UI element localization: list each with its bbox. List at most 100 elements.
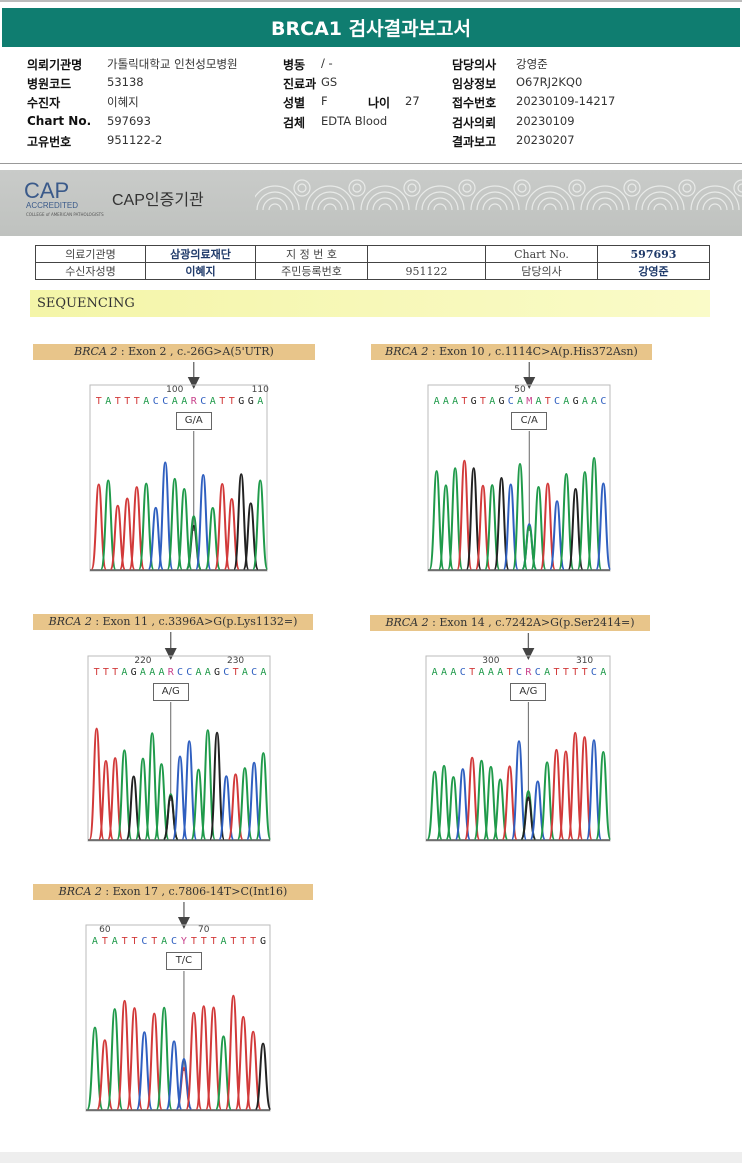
gene-name: BRCA 2: [385, 616, 429, 629]
base-call: A: [195, 667, 202, 678]
base-call: C: [223, 667, 230, 678]
peak-A: [176, 488, 193, 570]
variant-label: BRCA 2 : Exon 17 , c.7806-14T>C(Int16): [33, 884, 313, 900]
base-call: C: [186, 667, 193, 678]
peak-G: [209, 731, 225, 840]
base-call: T: [544, 396, 551, 407]
info-label: 임상정보: [452, 77, 497, 91]
peak-T: [539, 482, 556, 570]
base-call: G: [470, 396, 477, 407]
chromatogram-frame: [89, 384, 268, 572]
base-call: A: [149, 667, 156, 678]
base-call: T: [461, 396, 468, 407]
peak-G: [254, 1042, 272, 1110]
info-value: EDTA Blood: [321, 114, 388, 128]
cell: 597693: [597, 245, 710, 263]
peak-T: [548, 748, 565, 840]
position-tick: 50: [514, 385, 526, 395]
info-value: / -: [321, 56, 333, 70]
info-value: O67RJ2KQ0: [516, 75, 583, 89]
base-call: A: [431, 667, 438, 678]
base-call: R: [167, 667, 174, 678]
base-call: A: [161, 936, 168, 947]
peak-T: [224, 994, 242, 1110]
base-call: T: [553, 667, 560, 678]
peak-A: [100, 479, 117, 570]
peak-A: [144, 732, 161, 840]
peak-G: [233, 473, 250, 570]
base-call: T: [121, 936, 128, 947]
peak-C: [585, 739, 602, 840]
base-call: T: [228, 396, 235, 407]
base-call: A: [450, 667, 457, 678]
position-tick: 100: [166, 385, 184, 395]
base-call: T: [469, 667, 476, 678]
peak-C: [181, 740, 198, 840]
bottom-bar: [0, 1152, 742, 1163]
base-call: G: [572, 396, 579, 407]
cell: 주민등록번호: [255, 262, 368, 280]
cell: 삼광의료재단: [145, 245, 256, 263]
info-label: 검사의뢰: [452, 116, 497, 130]
base-call: A: [591, 396, 598, 407]
base-call: A: [181, 396, 188, 407]
base-call: G: [260, 936, 267, 947]
variant-call-box: A/G: [152, 683, 189, 701]
base-call: T: [240, 936, 247, 947]
peak-A: [512, 462, 528, 570]
divider: [0, 163, 742, 164]
arrow-head-icon: [177, 917, 190, 929]
position-tick: 70: [197, 925, 210, 935]
base-call: G: [214, 667, 221, 678]
base-call: A: [105, 396, 112, 407]
base-call: A: [516, 396, 524, 407]
info-label: Chart No.: [27, 114, 92, 128]
base-call: A: [91, 936, 98, 947]
info-label: 수진자: [27, 96, 61, 110]
base-call: A: [600, 667, 607, 678]
base-call: T: [102, 667, 109, 678]
base-call: A: [209, 396, 216, 407]
base-call: T: [210, 936, 217, 947]
peak-A: [473, 759, 490, 840]
base-call: T: [572, 667, 579, 678]
base-call: G: [130, 667, 137, 678]
base-call: A: [489, 396, 496, 407]
peak-G: [465, 467, 482, 570]
base-call: C: [141, 936, 148, 947]
base-call: T: [124, 396, 131, 407]
base-call: A: [220, 936, 227, 947]
peak-A: [436, 764, 453, 840]
info-label: 접수번호: [452, 96, 497, 110]
chromatogram: [89, 362, 269, 572]
base-call: A: [478, 667, 485, 678]
peak-G: [493, 476, 510, 570]
base-call: A: [121, 667, 128, 678]
info-value: 이혜지: [107, 95, 139, 109]
peak-T: [456, 459, 473, 570]
peak-A: [138, 482, 155, 570]
base-call: A: [171, 396, 178, 407]
cell: 의료기관명: [35, 245, 146, 263]
base-call: C: [176, 667, 184, 678]
info-value: 20230109-14217: [516, 94, 616, 108]
peak-A: [153, 763, 170, 840]
info-value: 20230207: [516, 133, 575, 147]
peak-A: [166, 477, 183, 570]
base-call: C: [459, 667, 466, 678]
base-call: T: [232, 667, 239, 678]
base-call: C: [200, 396, 207, 407]
base-call: C: [554, 396, 561, 407]
info-value: 강영준: [516, 57, 548, 71]
info-label: 병동: [283, 58, 306, 72]
peak-T: [576, 736, 593, 840]
base-call: A: [139, 667, 146, 678]
base-call: A: [433, 396, 440, 407]
arrow-head-icon: [522, 648, 535, 660]
variant-call-box: C/A: [511, 412, 548, 430]
variant-description: : Exon 10 , c.1114C>A(p.His372Asn): [431, 345, 638, 358]
info-value: 951122-2: [107, 133, 163, 147]
peak-T: [214, 483, 231, 570]
base-call: T: [479, 396, 486, 407]
base-call: C: [251, 667, 258, 678]
